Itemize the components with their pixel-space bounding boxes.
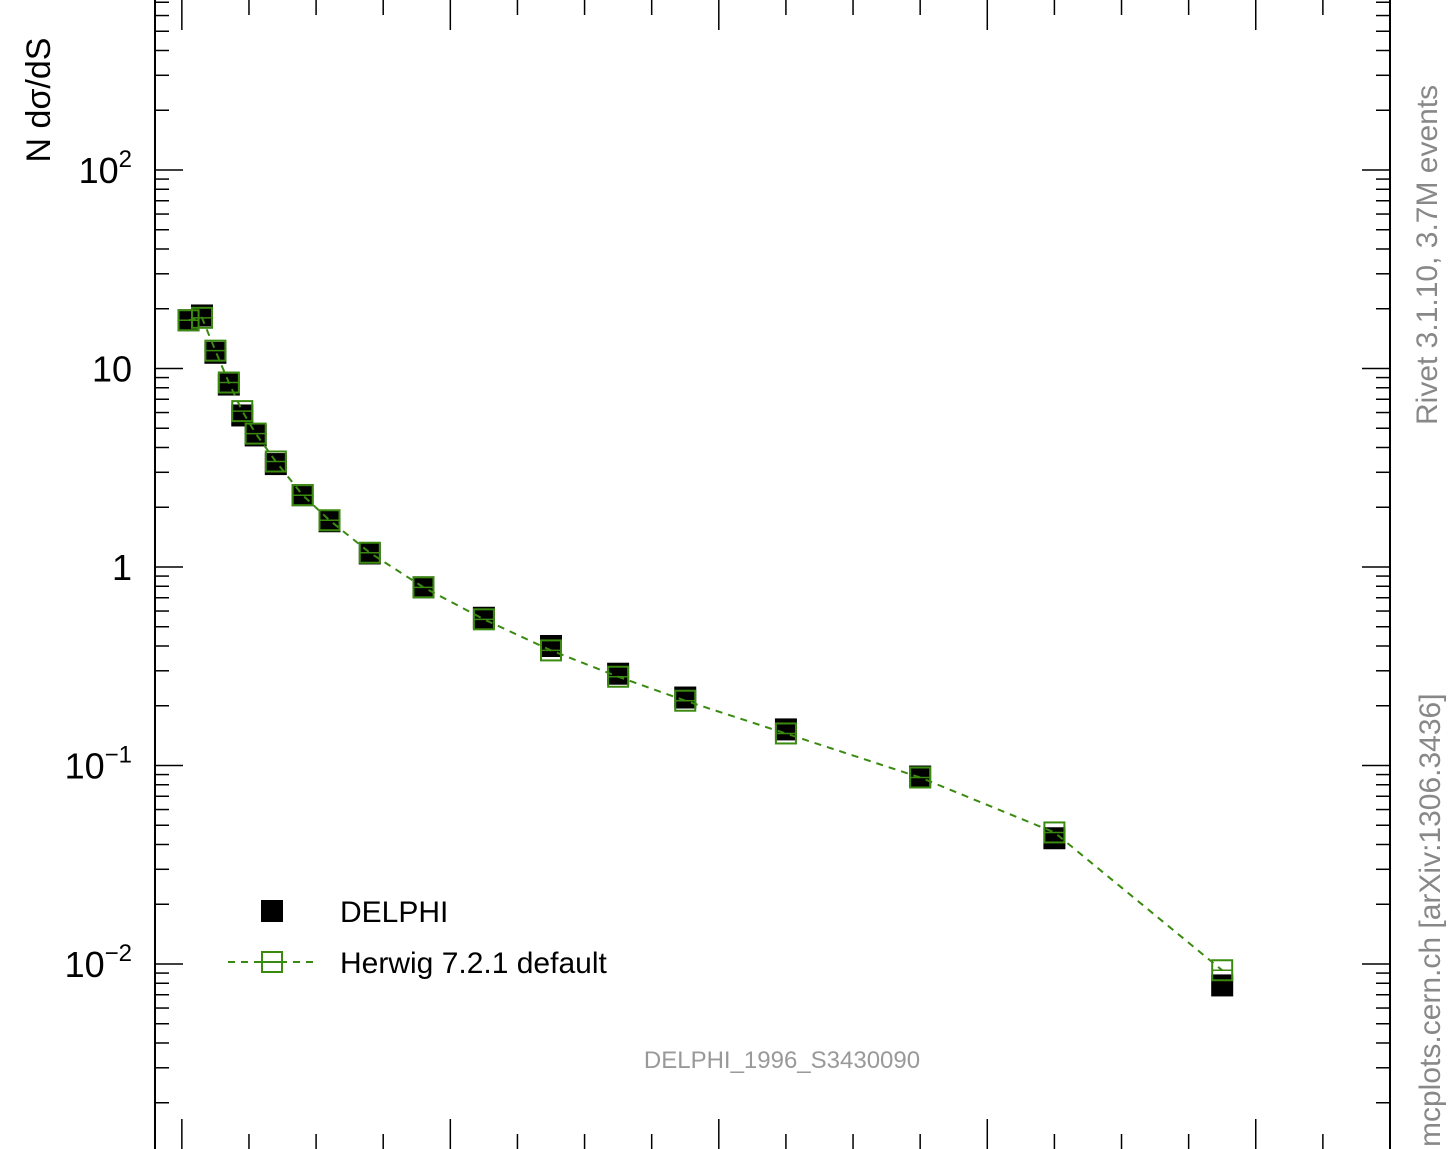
delphi-point	[318, 510, 341, 533]
analysis-watermark: DELPHI_1996_S3430090	[644, 1047, 920, 1074]
y-axis-ticks	[155, 1, 1390, 1104]
delphi-point	[204, 341, 227, 364]
legend: DELPHI Herwig 7.2.1 default	[228, 896, 607, 980]
rivet-version-label: Rivet 3.1.10, 3.7M events	[1411, 85, 1444, 425]
y-tick-label: 10−2	[65, 940, 132, 985]
legend-label-delphi: DELPHI	[340, 896, 448, 929]
delphi-point	[244, 424, 267, 447]
delphi-point	[1211, 974, 1234, 997]
y-tick-label: 10	[92, 349, 132, 390]
legend-label-herwig: Herwig 7.2.1 default	[340, 947, 607, 980]
y-tick-label: 1	[112, 547, 132, 588]
y-axis-tick-labels: 102 10 1 10−1 10−2	[65, 146, 132, 985]
x-axis-ticks	[181, 0, 1324, 1149]
delphi-point	[472, 606, 495, 629]
delphi-point	[774, 718, 797, 741]
y-tick-label: 10−1	[65, 742, 132, 787]
delphi-point	[674, 686, 697, 709]
series-layer	[177, 304, 1234, 997]
y-tick-label: 102	[79, 146, 132, 191]
y-axis-label: N dσ/dS	[20, 38, 58, 163]
delphi-point	[217, 373, 240, 396]
mcplots-label: mcplots.cern.ch [arXiv:1306.3436]	[1414, 693, 1447, 1147]
legend-marker-delphi	[261, 900, 283, 922]
